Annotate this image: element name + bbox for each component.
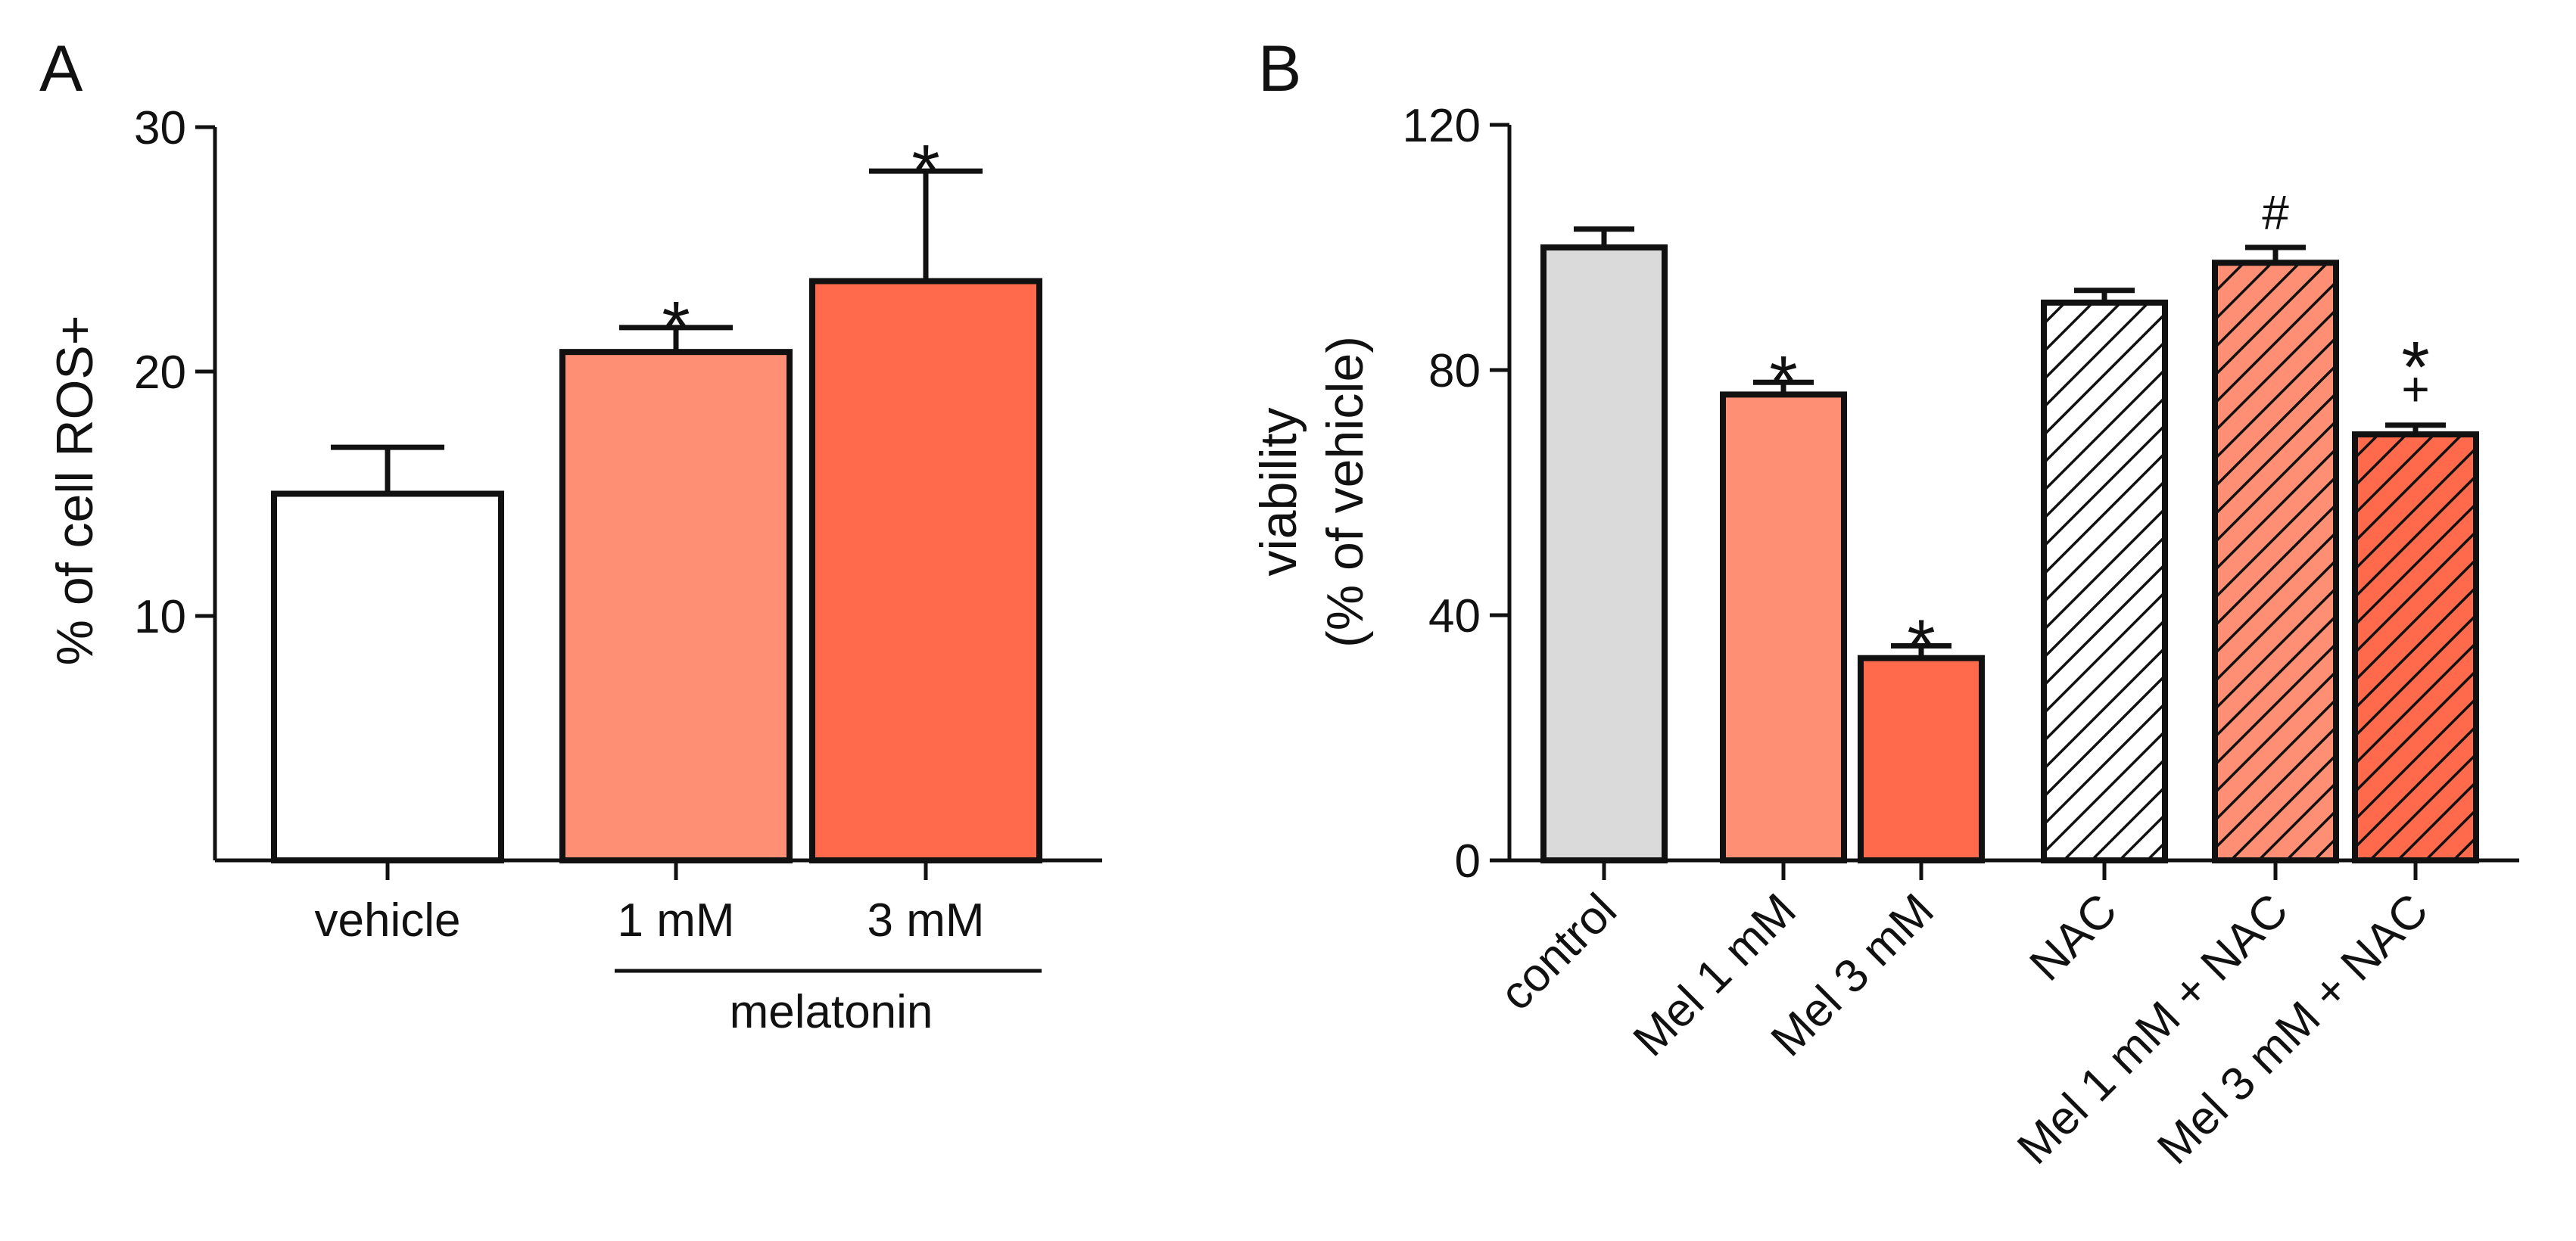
panel-a-y-tick-label: 10 — [134, 591, 186, 643]
panel-b-bar — [1858, 655, 1985, 863]
panel-a-y-tick-label: 30 — [134, 102, 186, 154]
panel-b-significance-marker: * — [1907, 605, 1935, 686]
panel-b-y-tick-label: 80 — [1428, 345, 1481, 397]
panel-b-y-tick-label: 120 — [1403, 100, 1481, 152]
panel-b-bar — [2041, 299, 2168, 863]
panel-a-bar — [271, 490, 504, 863]
panel-b-x-tick-label: control — [1490, 884, 1627, 1020]
panel-b-y-tick-label: 0 — [1455, 835, 1481, 888]
panel-a-x-tick-label: vehicle — [315, 894, 461, 947]
panel-b-y-axis-label-unit: (% of vehicle) — [1316, 336, 1374, 648]
panel-b-bar — [1540, 244, 1668, 863]
panel-a-label: A — [39, 33, 83, 105]
panel-a-significance-marker: * — [911, 130, 939, 211]
panel-a-chart: A % of cell ROS+ 10 20 30 vehicle 1 mM 3 mM *… — [39, 33, 1102, 1038]
panel-a-x-tick-label: 1 mM — [618, 894, 735, 947]
panel-b-bar — [2352, 431, 2479, 863]
panel-b-chart: B viability (% of vehicle) 0 40 80 120 contr… — [1250, 33, 2519, 1174]
panel-b-y-tick-label: 40 — [1428, 590, 1481, 642]
panel-a-bar — [809, 278, 1042, 863]
panel-b-significance-marker: * — [1769, 341, 1797, 422]
panel-b-x-tick-label: Mel 3 mM + NAC — [2148, 884, 2438, 1174]
panel-b-significance-marker: # — [2262, 185, 2289, 240]
panel-b-bar — [2212, 260, 2339, 863]
panel-a-significance-marker: * — [662, 287, 690, 368]
panel-a-y-tick-label: 20 — [134, 347, 186, 399]
panel-b-significance-marker: * — [2401, 327, 2429, 408]
panel-b-y-axis-label: viability — [1250, 408, 1307, 577]
panel-b-significance-plus: + — [2401, 362, 2429, 416]
panel-b-bar — [1720, 391, 1847, 863]
panel-b-x-tick-label: NAC — [2020, 884, 2127, 991]
panel-a-group-label: melatonin — [730, 986, 933, 1038]
panel-b-label: B — [1258, 33, 1301, 105]
panel-a-x-tick-label: 3 mM — [867, 894, 985, 947]
panel-a-bar — [559, 349, 793, 864]
panel-a-y-axis-label: % of cell ROS+ — [46, 316, 104, 666]
